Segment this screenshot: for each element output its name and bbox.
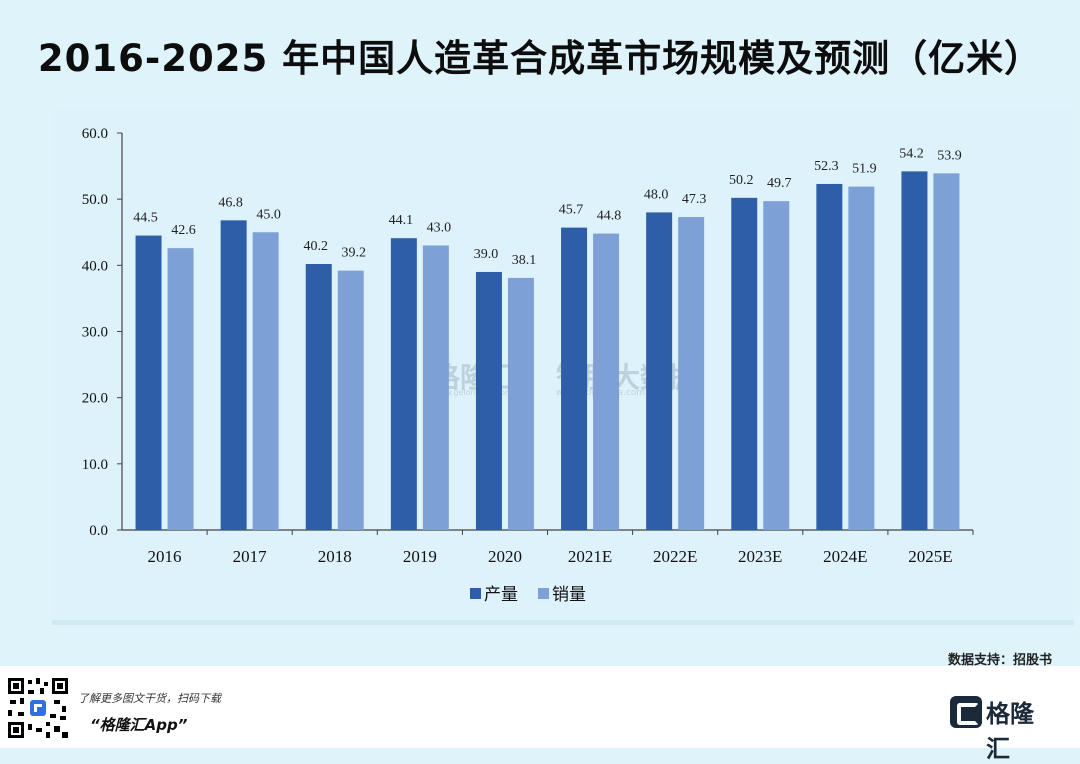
- bar-production: [220, 220, 247, 530]
- data-label: 46.8: [218, 195, 243, 210]
- data-label: 39.0: [474, 247, 499, 262]
- data-label: 49.7: [767, 176, 792, 191]
- bar-sales: [763, 201, 790, 530]
- data-label: 53.9: [937, 148, 962, 163]
- bar-sales: [593, 233, 620, 530]
- bar-sales: [678, 217, 705, 530]
- y-tick-label: 0.0: [89, 523, 108, 539]
- data-label: 40.2: [304, 239, 329, 254]
- data-label: 38.1: [512, 253, 537, 268]
- footer-bar: 了解更多图文干货，扫码下载 “格隆汇App” 格隆汇: [0, 666, 1080, 763]
- data-label: 39.2: [342, 246, 367, 261]
- legend-label: 产量: [484, 585, 518, 605]
- legend-swatch-sales: [538, 588, 549, 599]
- panel-divider: [52, 620, 1074, 625]
- bar-production: [561, 227, 588, 530]
- bar-production: [135, 235, 162, 530]
- brand-name: 格隆汇: [986, 700, 1034, 763]
- x-tick-label: 2017: [233, 547, 268, 566]
- data-label: 43.0: [427, 220, 452, 235]
- data-label: 47.3: [682, 192, 707, 207]
- data-label: 51.9: [852, 162, 877, 177]
- data-label: 44.1: [389, 213, 414, 228]
- x-tick-label: 2025E: [908, 547, 952, 566]
- y-tick-label: 30.0: [82, 325, 108, 341]
- data-label: 42.6: [171, 223, 196, 238]
- bar-production: [475, 271, 502, 530]
- data-label: 50.2: [729, 173, 754, 188]
- bar-production: [305, 264, 332, 530]
- x-tick-label: 2018: [318, 547, 352, 566]
- data-label: 45.7: [559, 203, 584, 218]
- bar-chart: 0.0 10.0 20.0 30.0 40.0 50.0 60.0 44.5 42.6 2016 4…: [82, 126, 974, 605]
- y-tick-label: 10.0: [82, 457, 108, 473]
- x-tick-label: 2024E: [823, 547, 867, 566]
- data-label: 45.0: [256, 207, 281, 222]
- x-tick-label: 2021E: [568, 547, 612, 566]
- bar-sales: [252, 232, 279, 530]
- y-tick-label: 50.0: [82, 192, 108, 208]
- legend-swatch-production: [470, 588, 481, 599]
- brand-logo: 格隆汇: [950, 690, 1054, 763]
- qr-code-icon: [6, 676, 70, 740]
- bar-sales: [848, 186, 875, 530]
- data-source: 数据支持：招股书: [947, 653, 1052, 668]
- bar-production: [646, 212, 673, 530]
- bar-production: [816, 183, 843, 530]
- x-tick-label: 2020: [488, 547, 522, 566]
- data-label: 44.8: [597, 209, 622, 224]
- x-tick-label: 2022E: [653, 547, 697, 566]
- data-label: 52.3: [814, 159, 839, 174]
- data-label: 44.5: [133, 211, 158, 226]
- bar-sales: [337, 270, 364, 530]
- bar-sales: [507, 277, 534, 530]
- bar-sales: [422, 245, 449, 530]
- bar-production: [901, 171, 928, 531]
- x-tick-label: 2023E: [738, 547, 782, 566]
- bar-sales: [167, 248, 194, 530]
- x-tick-label: 2019: [403, 547, 437, 566]
- y-tick-label: 60.0: [82, 126, 108, 142]
- brand-g-icon: [950, 696, 982, 728]
- watermark-left-url: www.gelonghui.com: [432, 388, 513, 397]
- data-label: 48.0: [644, 187, 669, 202]
- legend-label: 销量: [552, 585, 586, 605]
- x-tick-label: 2016: [148, 547, 182, 566]
- chart-title: 2016-2025 年中国人造革合成革市场规模及预测（亿米）: [37, 37, 1043, 80]
- app-name: “格隆汇App”: [90, 716, 188, 734]
- bar-sales: [933, 173, 960, 530]
- bar-production: [731, 197, 758, 531]
- data-label: 54.2: [899, 146, 924, 161]
- download-prompt: 了解更多图文干货，扫码下载: [78, 692, 221, 705]
- y-tick-label: 40.0: [82, 258, 108, 274]
- bar-production: [390, 238, 417, 530]
- y-tick-label: 20.0: [82, 391, 108, 407]
